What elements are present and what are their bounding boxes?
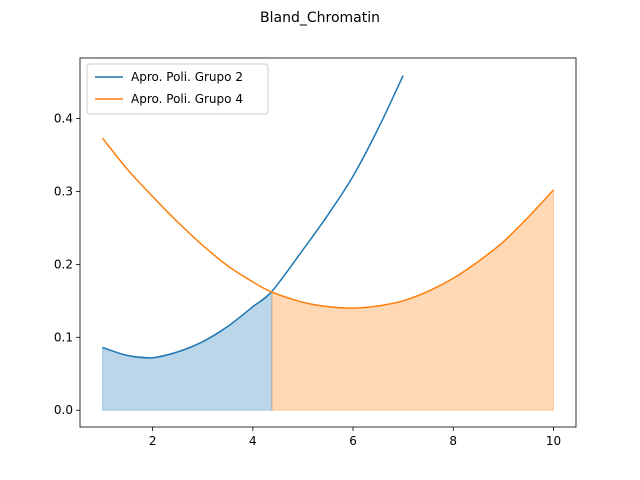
legend-label-1: Apro. Poli. Grupo 2 xyxy=(131,70,243,84)
axes: 2 4 6 8 10 0.0 0.1 0.2 0.3 0.4 xyxy=(54,57,577,448)
x-tick-label: 10 xyxy=(546,434,561,448)
series-line-1 xyxy=(102,75,404,359)
legend: Apro. Poli. Grupo 2 Apro. Poli. Grupo 4 xyxy=(86,63,269,115)
y-tick-label: 0.3 xyxy=(54,184,73,198)
fill-area-2 xyxy=(271,188,554,411)
y-tick-label: 0.2 xyxy=(54,257,73,271)
legend-box xyxy=(86,63,269,115)
x-tick-label: 6 xyxy=(349,434,357,448)
y-tick-label: 0.4 xyxy=(54,112,73,126)
y-tick-label: 0.1 xyxy=(54,330,73,344)
x-tick-label: 2 xyxy=(149,434,157,448)
legend-label-2: Apro. Poli. Grupo 4 xyxy=(131,92,243,106)
chart-title: Bland_Chromatin xyxy=(260,10,380,26)
series-line-2 xyxy=(101,137,555,309)
series-lines xyxy=(101,75,555,359)
fill-areas xyxy=(102,188,554,411)
y-tick-label: 0.0 xyxy=(54,403,73,417)
axes-frame xyxy=(79,57,577,428)
x-tick-label: 4 xyxy=(249,434,257,448)
fill-area-1 xyxy=(102,290,273,411)
x-tick-label: 8 xyxy=(449,434,457,448)
